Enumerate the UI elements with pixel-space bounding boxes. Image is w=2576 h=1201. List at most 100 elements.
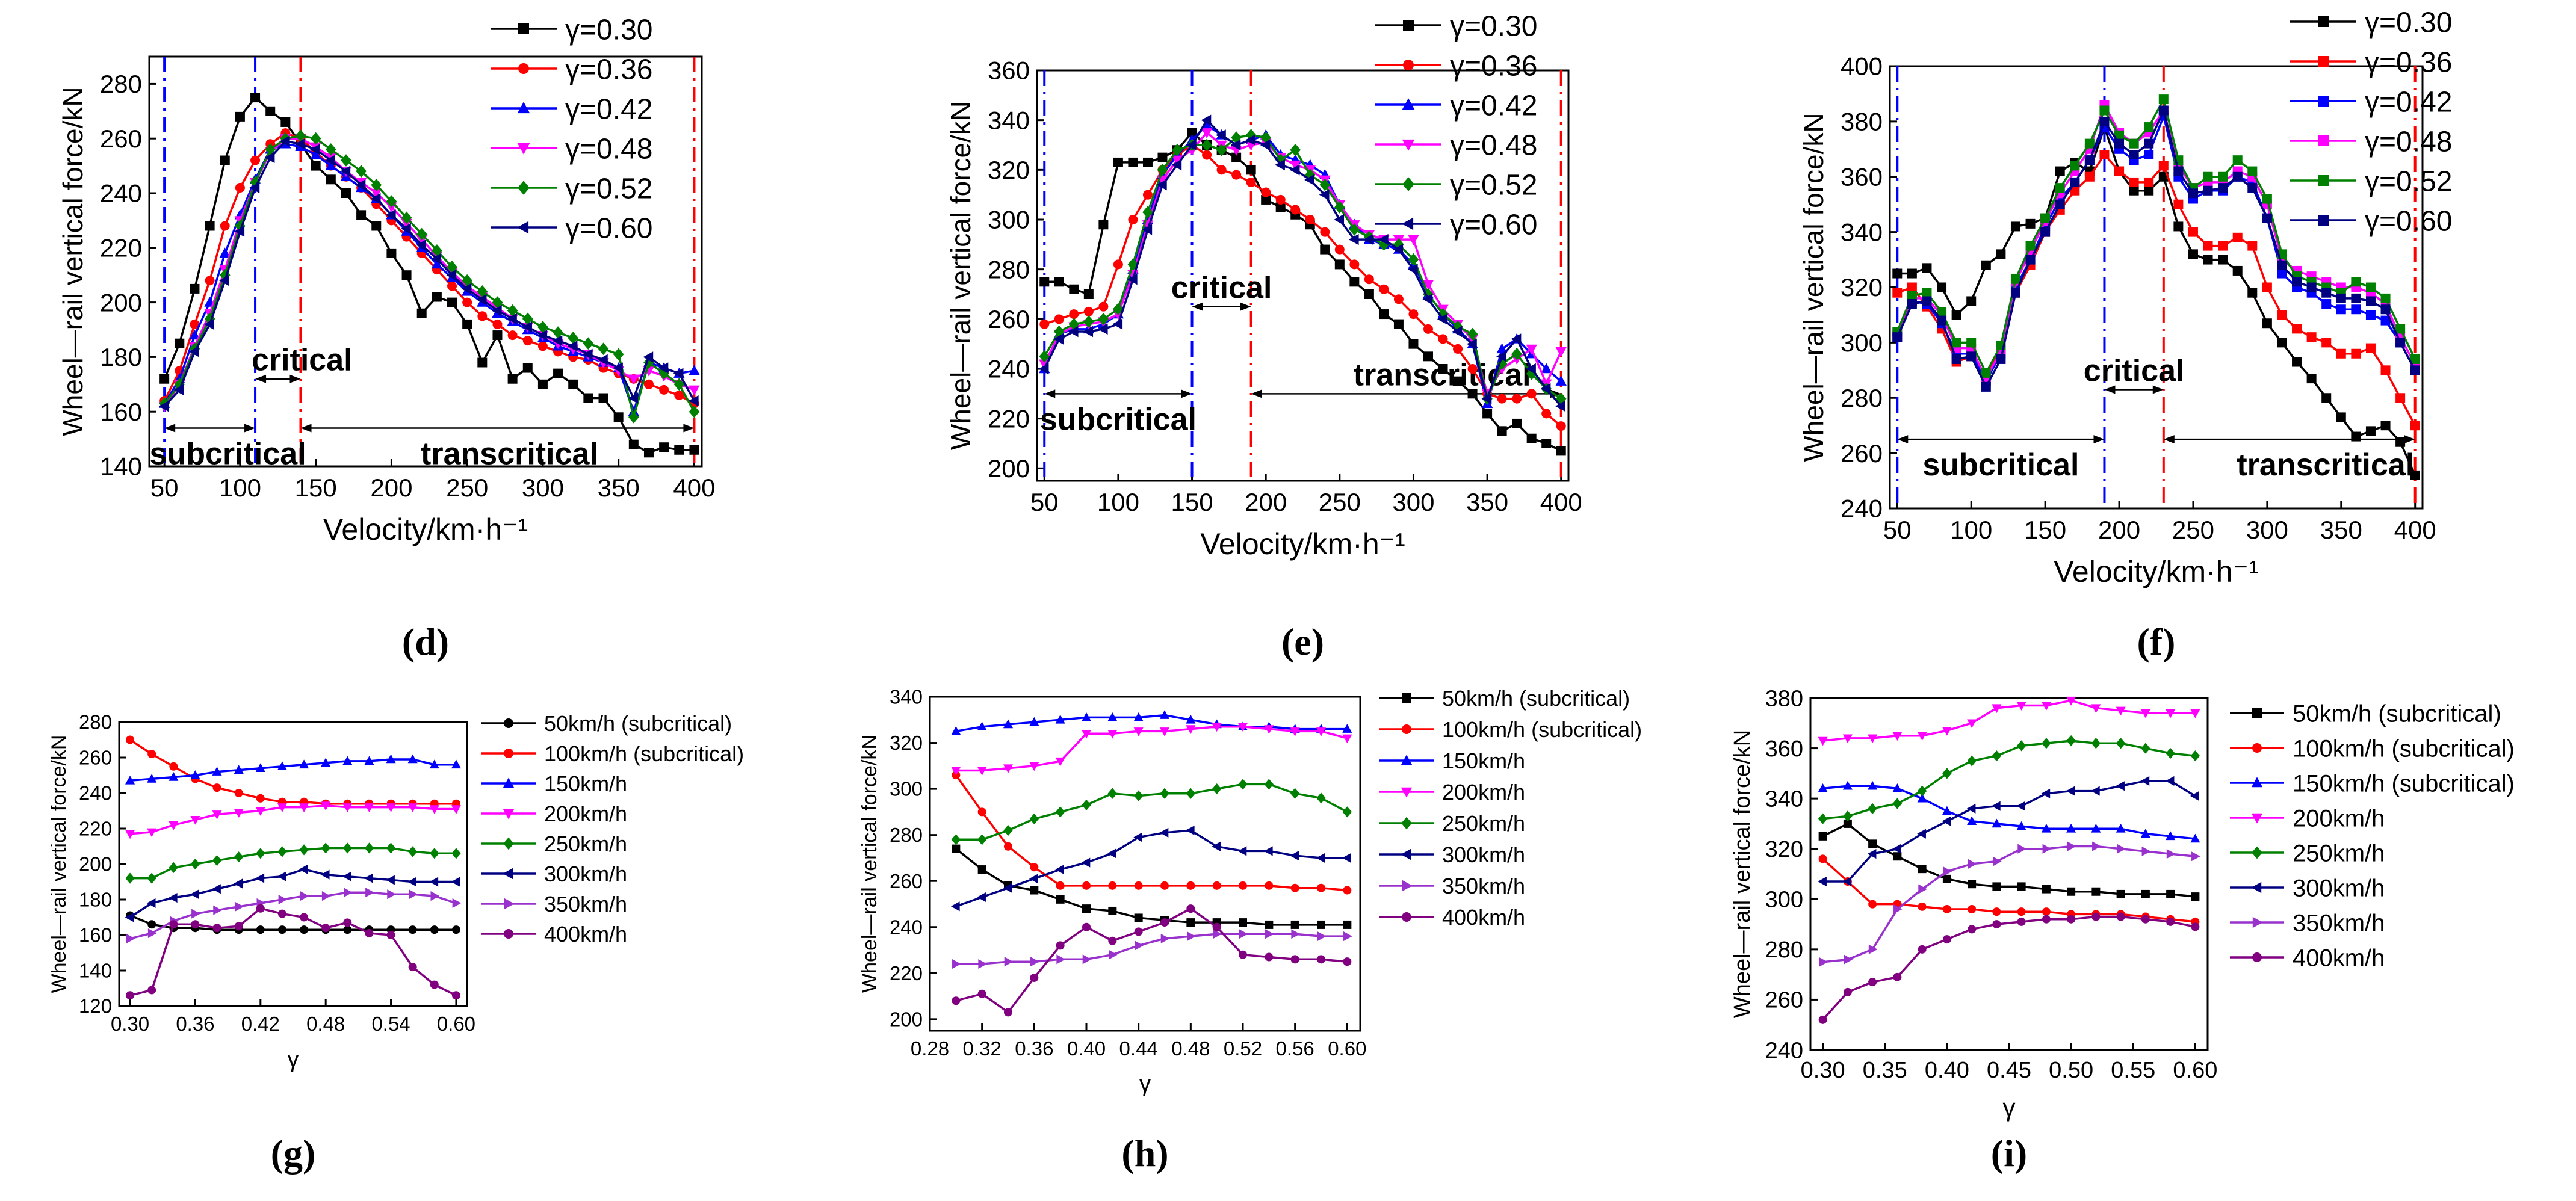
data-point <box>2141 915 2150 924</box>
data-point <box>1289 164 1300 176</box>
legend-marker <box>504 749 513 758</box>
data-point <box>1541 439 1552 448</box>
data-point <box>2166 747 2175 759</box>
data-point <box>1481 393 1492 404</box>
data-point <box>1083 315 1094 328</box>
data-point <box>147 872 156 884</box>
data-point <box>1526 389 1537 399</box>
data-point <box>212 767 222 776</box>
data-point <box>2140 829 2150 838</box>
y-tick-label: 320 <box>988 156 1030 184</box>
legend-marker <box>2252 952 2262 962</box>
data-point <box>371 188 382 199</box>
data-point <box>1393 294 1404 304</box>
data-point <box>1937 315 1947 326</box>
data-point <box>1098 312 1109 326</box>
x-tick-label: 0.55 <box>2111 1058 2155 1083</box>
data-point <box>1408 253 1419 266</box>
y-tick-label: 400 <box>1841 52 1883 81</box>
data-point <box>300 925 309 934</box>
data-point <box>628 410 639 424</box>
x-tick-label: 400 <box>673 474 715 502</box>
data-point <box>1055 865 1064 875</box>
data-point <box>2141 743 2150 754</box>
data-point <box>364 756 374 765</box>
y-tick-label: 220 <box>890 962 923 984</box>
data-point <box>343 918 352 927</box>
data-point <box>2144 185 2154 196</box>
data-point <box>1003 824 1013 836</box>
data-point <box>1265 920 1274 929</box>
data-point <box>2351 431 2361 442</box>
data-point <box>277 925 286 934</box>
legend-marker <box>1402 217 1414 230</box>
data-point <box>1039 350 1050 363</box>
data-point <box>190 770 200 779</box>
data-point <box>492 296 503 309</box>
data-point <box>370 193 381 205</box>
data-point <box>1264 779 1274 790</box>
data-point <box>1056 895 1065 904</box>
region-label-critical: critical <box>1171 271 1272 306</box>
data-point <box>219 275 229 286</box>
y-tick-label: 320 <box>890 732 923 754</box>
x-tick-label: 150 <box>1171 488 1213 516</box>
legend-marker <box>1402 177 1414 191</box>
data-point <box>407 846 418 857</box>
series-line-5 <box>955 829 1348 907</box>
data-point <box>537 341 548 351</box>
data-point <box>1133 712 1144 721</box>
data-point <box>400 223 411 235</box>
data-point <box>1142 190 1153 200</box>
data-point <box>1171 155 1183 166</box>
data-point <box>125 872 135 884</box>
data-point <box>462 274 472 287</box>
series-line-3 <box>1822 699 2196 742</box>
data-point <box>299 803 309 812</box>
data-point <box>277 761 287 771</box>
data-point <box>1238 779 1248 790</box>
data-point <box>1127 274 1138 285</box>
data-point <box>212 855 222 866</box>
data-point <box>430 925 439 934</box>
y-tick-label: 340 <box>1765 786 1803 812</box>
data-point <box>2144 150 2154 159</box>
y-tick-label: 280 <box>988 255 1030 283</box>
data-point <box>1968 925 1977 934</box>
data-point <box>407 877 416 887</box>
data-point <box>2084 155 2095 165</box>
data-point <box>342 756 353 765</box>
data-point <box>1216 165 1227 175</box>
plot-frame <box>929 696 1361 1032</box>
data-point <box>429 877 439 887</box>
data-point <box>1348 233 1359 245</box>
data-point <box>446 270 457 281</box>
data-point <box>1133 832 1142 842</box>
data-point <box>1868 900 1877 909</box>
x-tick-label: 0.35 <box>1863 1058 1907 1083</box>
data-point <box>1981 381 1991 392</box>
data-point <box>2067 887 2076 896</box>
data-point <box>1098 301 1109 312</box>
y-tick-label: 300 <box>988 206 1030 234</box>
legend-marker <box>2252 916 2263 928</box>
data-point <box>408 963 417 972</box>
series-line-6 <box>956 933 1348 965</box>
data-point <box>1039 277 1050 287</box>
data-point <box>2188 227 2198 237</box>
y-tick-label: 360 <box>1765 736 1803 762</box>
data-point <box>173 384 184 396</box>
data-point <box>2380 365 2391 375</box>
data-point <box>1109 949 1118 960</box>
series-line-3 <box>956 726 1348 772</box>
data-point <box>1453 376 1463 386</box>
data-point <box>451 848 461 859</box>
data-point <box>462 297 472 307</box>
subcritical-arrow-head <box>1897 435 1909 444</box>
data-point <box>2116 781 2125 791</box>
x-tick-label: 350 <box>2320 516 2362 544</box>
data-point <box>2218 183 2228 193</box>
data-point <box>320 869 330 880</box>
data-point <box>1261 187 1271 197</box>
data-point <box>643 379 654 389</box>
